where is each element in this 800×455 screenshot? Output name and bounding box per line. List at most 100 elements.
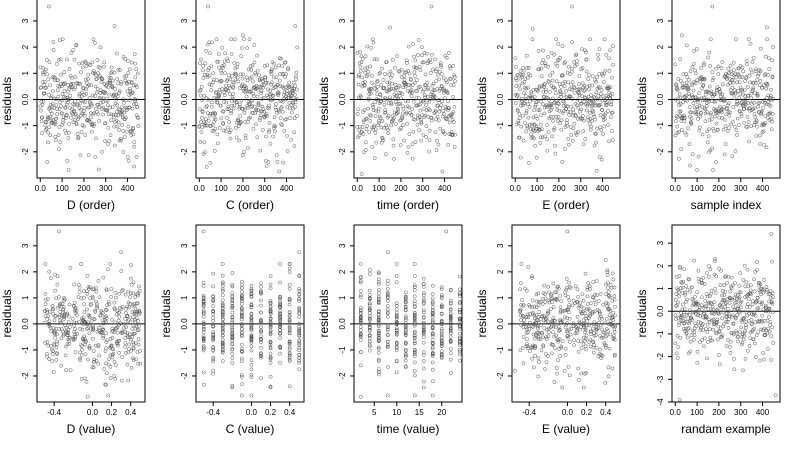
x-axis-label: time (value)	[377, 422, 440, 436]
residual-point	[519, 103, 523, 108]
residual-point	[396, 69, 401, 73]
residual-point	[65, 82, 70, 87]
residual-point	[286, 66, 291, 71]
residual-point	[598, 347, 602, 352]
residual-point	[262, 64, 267, 68]
residual-point	[530, 305, 535, 310]
residual-point	[534, 124, 539, 129]
residual-point	[261, 85, 266, 90]
residual-point	[387, 72, 391, 77]
residual-point	[92, 357, 97, 362]
residual-point	[403, 305, 408, 310]
residual-point	[297, 360, 302, 365]
residual-point	[581, 323, 586, 328]
residual-point	[448, 298, 453, 303]
residual-point	[240, 382, 244, 386]
residual-point	[412, 335, 417, 340]
residual-point	[706, 97, 711, 102]
residual-point	[730, 283, 735, 288]
residual-point	[420, 45, 424, 50]
residual-point	[433, 57, 437, 62]
x-tick-label: -0.4	[522, 408, 536, 417]
residual-point	[259, 340, 263, 345]
residual-point	[98, 313, 103, 318]
residual-point	[676, 76, 681, 81]
residual-point	[691, 61, 696, 66]
residual-point	[287, 325, 292, 330]
residual-point	[367, 316, 372, 321]
residual-point	[240, 76, 245, 81]
residual-point	[547, 80, 551, 84]
residual-point	[268, 345, 273, 350]
residual-point	[412, 54, 416, 59]
residual-point	[724, 112, 729, 117]
residual-point	[111, 347, 115, 352]
residual-point	[201, 300, 206, 305]
residual-point	[753, 313, 758, 318]
y-axis-label: residuals	[635, 289, 649, 337]
residual-point	[717, 353, 721, 357]
residual-point	[755, 124, 759, 129]
residual-point	[392, 116, 396, 120]
residual-point	[369, 46, 374, 50]
residual-point	[230, 294, 235, 298]
residual-point	[688, 163, 692, 168]
residual-point	[540, 102, 545, 107]
residual-point	[744, 325, 748, 330]
residual-point	[65, 159, 70, 163]
residual-point	[543, 352, 548, 356]
residual-point	[385, 291, 390, 296]
plot-frame	[671, 224, 781, 403]
residual-point	[278, 84, 283, 88]
residual-point	[401, 107, 406, 111]
residual-point	[367, 296, 372, 301]
residual-point	[574, 52, 579, 57]
residual-point	[385, 325, 390, 330]
residual-point	[370, 73, 374, 78]
residual-point	[79, 70, 83, 75]
x-tick-label: 0.0	[35, 184, 47, 193]
residual-point	[526, 322, 530, 327]
residual-point	[565, 70, 570, 75]
residual-point	[680, 285, 685, 290]
residual-point	[208, 111, 213, 116]
residual-point	[602, 341, 607, 345]
residual-point	[211, 338, 216, 343]
residual-point	[573, 53, 578, 58]
residual-point	[297, 274, 302, 279]
residual-point	[91, 327, 96, 332]
residual-point	[111, 93, 116, 97]
residual-point	[70, 317, 75, 321]
residual-point	[83, 352, 88, 357]
residual-point	[743, 356, 748, 361]
residual-point	[230, 360, 235, 365]
x-tick-label: 300	[734, 408, 748, 417]
residual-point	[448, 351, 453, 356]
residual-point	[683, 93, 688, 98]
residual-point	[521, 335, 526, 339]
residual-point	[55, 282, 60, 287]
residual-point	[574, 325, 578, 329]
residual-point	[585, 285, 590, 290]
residual-point	[267, 128, 272, 133]
residual-point	[755, 295, 760, 300]
residual-point	[268, 329, 273, 334]
residual-point	[700, 98, 705, 103]
residual-point	[742, 331, 747, 335]
residual-point	[550, 134, 554, 139]
residual-point	[240, 317, 244, 322]
residual-point	[439, 342, 444, 346]
residual-point	[532, 316, 537, 321]
residual-point	[284, 117, 289, 122]
residual-point	[104, 314, 108, 319]
residual-point	[367, 308, 372, 313]
residual-point	[367, 130, 371, 135]
residual-point	[131, 323, 136, 328]
residual-point	[234, 73, 238, 77]
residual-point	[124, 311, 128, 315]
residual-point	[421, 366, 426, 371]
residual-point	[755, 93, 760, 98]
residual-point	[373, 100, 378, 105]
residual-point	[707, 264, 711, 268]
x-tick-label: 0.0	[194, 184, 206, 193]
